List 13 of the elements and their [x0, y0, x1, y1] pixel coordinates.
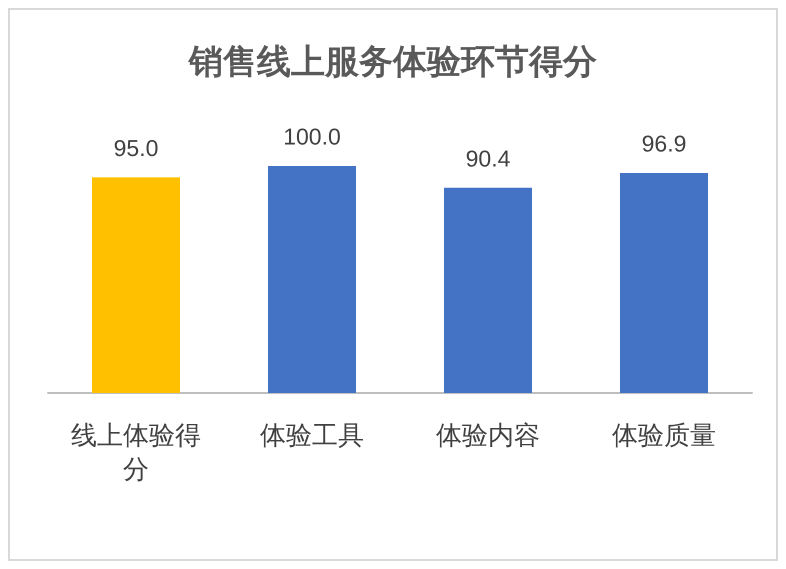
bar: [444, 188, 532, 393]
data-label: 95.0: [114, 134, 158, 161]
data-label: 96.9: [642, 130, 686, 157]
bar: [92, 177, 180, 393]
bar: [268, 166, 356, 393]
data-label: 100.0: [283, 124, 341, 150]
bar: [620, 173, 708, 393]
x-tick-label: 体验工具: [260, 421, 364, 451]
x-tick-label: 体验质量: [612, 421, 716, 451]
chart-title: 销售线上服务体验环节得分: [187, 42, 597, 82]
x-tick-label: 体验内容: [436, 421, 540, 451]
x-tick-label: 线上体验得分: [71, 421, 201, 485]
data-label: 90.4: [466, 145, 511, 172]
